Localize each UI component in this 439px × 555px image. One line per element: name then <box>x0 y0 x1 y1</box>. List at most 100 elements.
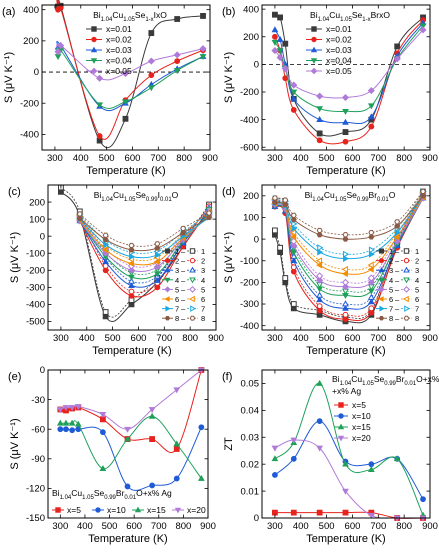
data-point-hollow <box>315 257 323 265</box>
data-point <box>367 103 375 110</box>
data-point-hollow <box>316 227 323 233</box>
legend-marker <box>378 315 385 321</box>
chart-panel-c: 300 400 500 600 700 800 900 -500 -400 -300 -200 -10… <box>8 184 224 357</box>
legend-label-right: 4 <box>201 276 205 285</box>
data-point <box>290 89 298 96</box>
legend-marker <box>165 305 171 312</box>
series-line <box>79 216 210 252</box>
y-tick-label: 0.02 <box>241 459 260 470</box>
data-point <box>173 475 180 482</box>
legend-sep: – <box>395 314 400 323</box>
legend-label: x=0.03 <box>326 45 352 55</box>
series-x-0-04 <box>271 23 427 115</box>
legend-marker <box>378 296 384 302</box>
series-x-0-05 <box>271 26 427 102</box>
panel-label: (b) <box>222 6 235 18</box>
chart-panel-d: 300 400 500 600 700 800 900 -400 -300 -200 -100 0 10… <box>222 184 438 357</box>
data-point <box>102 246 109 254</box>
x-tick-label: 700 <box>151 521 167 532</box>
data-point <box>343 255 350 262</box>
series-line <box>274 195 424 260</box>
y-tick-label: -60 <box>31 424 45 435</box>
legend-label: x=0.01 <box>326 24 352 34</box>
legend-label: 4 <box>175 276 179 285</box>
data-point <box>99 465 107 472</box>
legend-label: x=0.02 <box>106 35 132 45</box>
data-point <box>419 26 427 34</box>
data-point <box>199 45 207 53</box>
legend-label: 6 <box>389 295 393 304</box>
x-tick-label: 500 <box>319 333 335 344</box>
legend-label: x=0.04 <box>326 56 352 66</box>
data-point <box>153 258 160 266</box>
x-tick-label: 800 <box>396 333 412 344</box>
data-point-hollow <box>342 232 349 238</box>
legend-label: 3 <box>389 266 393 275</box>
data-point <box>316 261 323 269</box>
data-point-hollow <box>367 293 375 300</box>
chart-title: Bi1.04Cu1.05Se1-xIxO <box>93 10 167 23</box>
data-point <box>282 40 289 47</box>
data-point <box>57 41 65 50</box>
data-point-hollow <box>102 232 109 238</box>
x-tick-label: 400 <box>293 521 309 532</box>
data-point <box>148 412 156 419</box>
data-point <box>127 266 136 274</box>
data-point <box>57 5 64 12</box>
data-point-hollow <box>271 195 278 201</box>
y-tick-label: 0 <box>254 60 259 71</box>
data-point <box>316 509 323 516</box>
legend-sep: – <box>181 314 186 323</box>
data-point-hollow <box>342 311 349 318</box>
chart-title: Bi1.04Cu1.05Se0.99Br0.01O <box>305 190 396 203</box>
series-line-dashed <box>79 206 210 293</box>
data-point-hollow <box>394 219 401 225</box>
data-point-hollow <box>317 244 324 252</box>
legend-label-right: 7 <box>201 305 205 314</box>
series-line <box>60 369 202 453</box>
data-point <box>272 33 278 40</box>
legend-label-right: 1 <box>201 247 205 256</box>
x-tick-label: 900 <box>200 521 216 532</box>
data-point <box>368 123 375 130</box>
data-point <box>272 509 278 516</box>
legend-label-right: 7 <box>415 305 419 314</box>
data-point <box>367 298 375 305</box>
data-point <box>124 483 131 490</box>
legend-sep: – <box>181 257 186 266</box>
legend-marker <box>90 46 98 53</box>
data-point <box>316 276 324 284</box>
y-axis-label: S (μV K⁻¹) <box>223 52 235 103</box>
data-point <box>272 11 278 18</box>
data-point-hollow <box>341 265 348 273</box>
legend-marker-hollow <box>189 266 196 273</box>
legend-label-right: 4 <box>415 276 419 285</box>
y-tick-label: -400 <box>20 130 39 141</box>
legend-marker-hollow <box>402 295 409 303</box>
legend-marker-hollow <box>403 248 410 254</box>
x-tick-label: 500 <box>319 521 335 532</box>
legend-sep: – <box>181 305 186 314</box>
series-8 <box>76 210 212 253</box>
x-tick-label: 800 <box>175 521 191 532</box>
data-point <box>420 496 426 503</box>
legend-marker <box>164 267 171 273</box>
x-tick-label: 700 <box>370 333 386 344</box>
legend-marker <box>164 296 170 302</box>
data-point <box>128 247 135 253</box>
x-axis-label: Temperature (K) <box>306 345 385 357</box>
legend-marker-hollow <box>188 295 195 303</box>
legend-marker <box>164 286 171 293</box>
legend-sep: – <box>395 266 400 275</box>
legend-marker <box>338 413 344 419</box>
series-x-5 <box>272 509 426 521</box>
data-point <box>271 455 279 462</box>
legend-label: 3 <box>175 266 179 275</box>
legend-sep: – <box>181 285 186 294</box>
series-x-10 <box>272 418 426 503</box>
data-point <box>154 245 161 251</box>
legend-marker <box>311 26 317 32</box>
data-point <box>368 250 375 258</box>
data-point <box>342 304 349 311</box>
data-point <box>148 72 155 79</box>
